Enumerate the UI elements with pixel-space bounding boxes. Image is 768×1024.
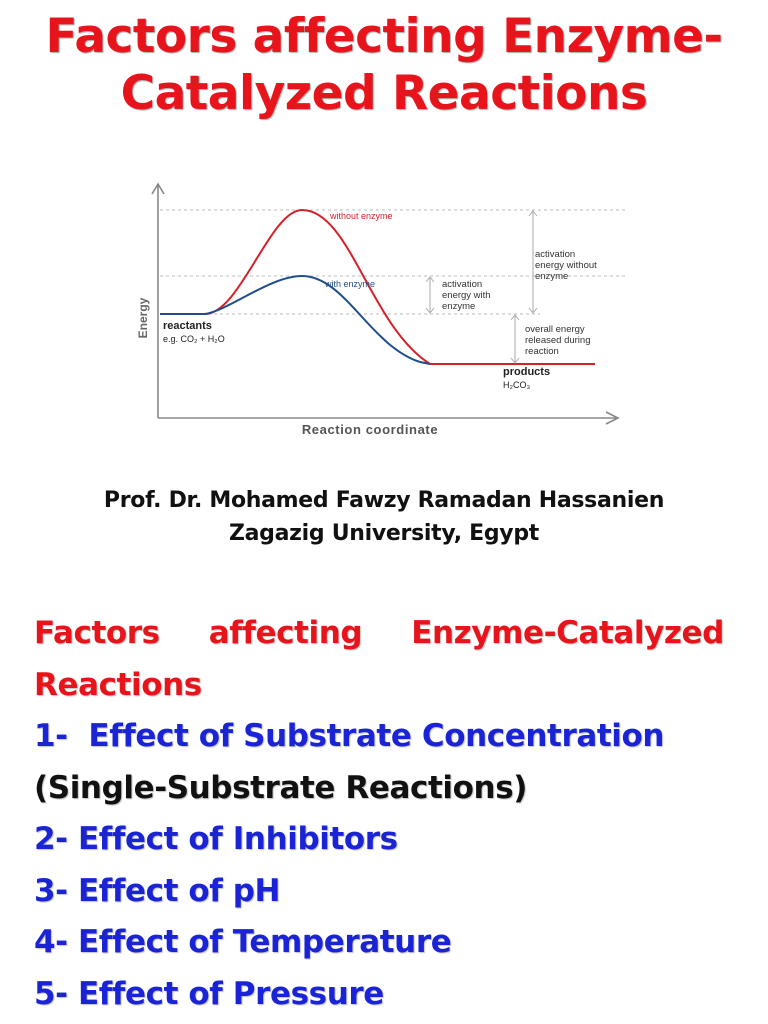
- arrow-ae-without-bottom: [528, 307, 538, 314]
- label-ae-with-1: activation: [442, 279, 482, 290]
- label-reactants-example: e.g. CO₂ + H₂O: [163, 334, 225, 344]
- label-products: products: [503, 366, 550, 378]
- label-ae-with-3: enzyme: [442, 301, 475, 312]
- title-line-2: Catalyzed Reactions: [120, 66, 648, 121]
- title-line-1: Factors affecting Enzyme-: [45, 9, 723, 64]
- arrow-ae-without-top: [528, 210, 538, 217]
- y-axis-arrow: [151, 182, 165, 195]
- topics-heading: Factors affecting Enzyme-Catalyzed React…: [34, 608, 724, 711]
- author-affiliation: Zagazig University, Egypt: [228, 521, 539, 546]
- label-released-2: released during: [525, 335, 591, 346]
- author-name: Prof. Dr. Mohamed Fawzy Ramadan Hassanie…: [103, 488, 665, 513]
- heading-word: Factors: [34, 615, 160, 651]
- list-item-ph: 3- Effect of pH: [34, 872, 281, 909]
- energy-diagram: Energy Reaction coordinate without enzym…: [120, 176, 640, 446]
- list-item-pressure: 5- Effect of Pressure: [34, 975, 384, 1012]
- author-block: Prof. Dr. Mohamed Fawzy Ramadan Hassanie…: [0, 484, 768, 550]
- arrow-ae-with-bottom: [425, 307, 435, 314]
- list-item-temperature: 4- Effect of Temperature: [34, 924, 452, 960]
- label-ae-with-2: energy with: [442, 290, 491, 301]
- arrow-ae-with-top: [425, 276, 435, 283]
- label-reactants: reactants: [163, 320, 212, 332]
- curve-without-enzyme: [160, 208, 595, 365]
- topics-heading-line-2: Reactions: [34, 666, 202, 703]
- topics-list: Factors affecting Enzyme-Catalyzed React…: [34, 608, 724, 1020]
- label-without-enzyme: without enzyme: [329, 211, 393, 221]
- label-ae-without-2: energy without: [535, 260, 597, 271]
- arrow-released-bottom: [510, 357, 520, 364]
- list-item-inhibitors: 2- Effect of Inhibitors: [34, 821, 398, 857]
- label-with-enzyme: with enzyme: [324, 279, 375, 289]
- energy-diagram-svg: Energy Reaction coordinate without enzym…: [136, 182, 625, 437]
- x-axis-arrow: [605, 411, 620, 425]
- label-released-3: reaction: [525, 346, 559, 357]
- curve-with-enzyme: [160, 274, 431, 365]
- label-products-example: H₂CO₃: [503, 380, 530, 390]
- y-axis-label: Energy: [136, 297, 150, 338]
- label-released-1: overall energy: [525, 324, 585, 335]
- label-ae-without-1: activation: [535, 249, 575, 260]
- arrow-released-top: [510, 314, 520, 321]
- heading-word: affecting: [208, 615, 363, 651]
- heading-word: Enzyme-Catalyzed: [411, 615, 724, 651]
- list-item-substrate-concentration: 1- Effect of Substrate Concentration: [34, 718, 665, 754]
- slide-title: Factors affecting Enzyme- Catalyzed Reac…: [0, 8, 768, 122]
- x-axis-label: Reaction coordinate: [302, 422, 438, 437]
- list-item-single-substrate: (Single-Substrate Reactions): [34, 769, 528, 806]
- topics-heading-line-1: Factors affecting Enzyme-Catalyzed: [34, 608, 724, 660]
- label-ae-without-3: enzyme: [535, 271, 568, 282]
